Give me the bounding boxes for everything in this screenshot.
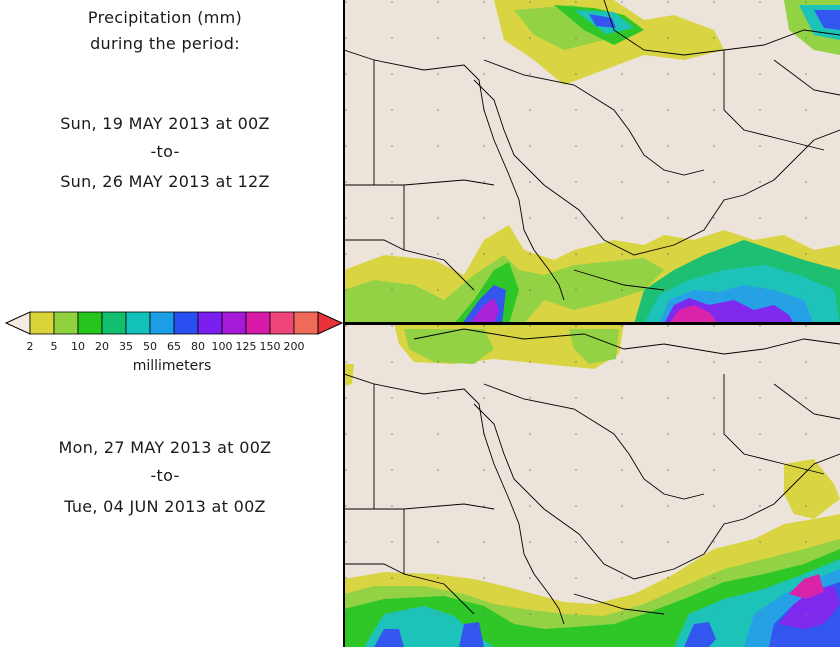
title-line-1: Precipitation (mm) <box>87 8 243 27</box>
legend-swatch <box>101 311 127 335</box>
legend-swatch <box>245 311 271 335</box>
legend-tick-label: 65 <box>167 340 181 353</box>
legend-colorbar <box>4 311 344 335</box>
legend-swatch <box>197 311 223 335</box>
legend-swatch <box>53 311 79 335</box>
legend-over-arrow <box>317 311 344 335</box>
period2-end: Tue, 04 JUN 2013 at 00Z <box>64 497 266 516</box>
left-panel: Precipitation (mm) during the period: Su… <box>0 0 344 647</box>
legend-under-arrow <box>4 311 31 335</box>
legend-tick-label: 2 <box>26 340 34 353</box>
period1-start: Sun, 19 MAY 2013 at 00Z <box>60 114 270 133</box>
legend-swatch <box>293 311 319 335</box>
legend-tick-label: 80 <box>191 340 205 353</box>
legend-tick-label: 150 <box>259 340 281 353</box>
period1-separator: -to- <box>150 142 180 161</box>
map-divider <box>344 322 840 325</box>
precip-map-period2 <box>344 324 840 647</box>
legend-unit-label: millimeters <box>132 358 212 374</box>
legend-tick-label: 100 <box>211 340 233 353</box>
legend-swatch <box>125 311 151 335</box>
legend-swatch <box>173 311 199 335</box>
precip-map-period1 <box>344 0 840 324</box>
legend-swatch <box>269 311 295 335</box>
legend-tick-label: 20 <box>95 340 109 353</box>
legend-tick-label: 10 <box>71 340 85 353</box>
legend-tick-label: 5 <box>50 340 58 353</box>
coastlines-top <box>344 0 840 301</box>
title-line-2: during the period: <box>90 34 240 53</box>
legend-tick-label: 35 <box>119 340 133 353</box>
legend-tick-label: 50 <box>143 340 157 353</box>
legend-tick-label: 200 <box>283 340 305 353</box>
period2-start: Mon, 27 MAY 2013 at 00Z <box>58 438 272 457</box>
legend-tick-label: 125 <box>235 340 257 353</box>
legend-swatch <box>29 311 55 335</box>
period2-separator: -to- <box>150 466 180 485</box>
period1-end: Sun, 26 MAY 2013 at 12Z <box>60 172 270 191</box>
legend-swatch <box>221 311 247 335</box>
coastlines-bottom <box>344 328 840 625</box>
color-legend: 2 5 10 20 35 50 65 80 100 125 150 200 millimeters <box>4 308 344 374</box>
legend-swatch <box>149 311 175 335</box>
legend-swatch <box>77 311 103 335</box>
